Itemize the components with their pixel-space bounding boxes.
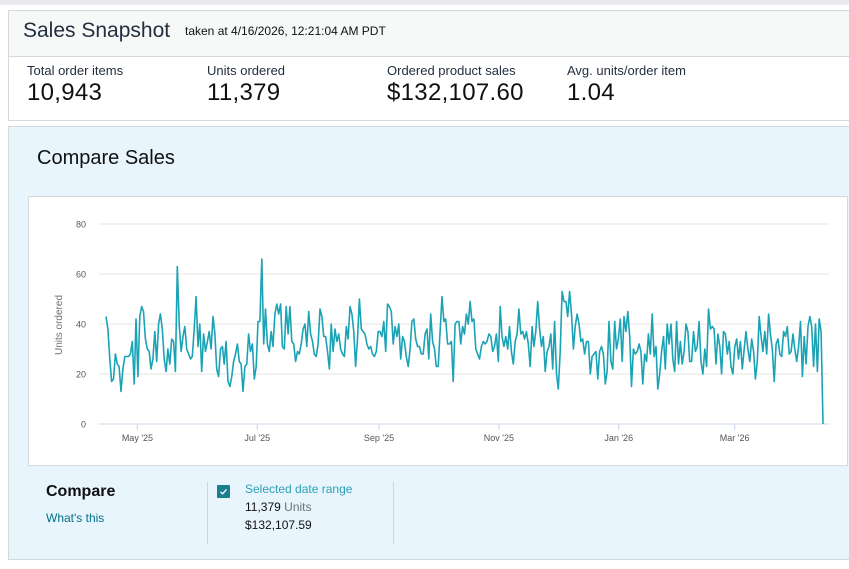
y-axis-label: Units ordered (54, 295, 65, 355)
units-word: Units (284, 500, 312, 514)
y-tick-label: 60 (76, 270, 86, 280)
metric-label: Total order items (27, 63, 124, 78)
compare-sales-panel: Compare Sales 0 20 40 60 80 May '25 Jul '25 Se… (8, 126, 849, 560)
metric-label: Ordered product sales (387, 63, 516, 78)
divider (207, 482, 208, 544)
x-tick-label: Nov '25 (484, 433, 514, 443)
divider (393, 482, 394, 544)
metric-avg-units-per-order-item: Avg. units/order item 1.04 (567, 63, 686, 107)
x-axis-ticks: May '25 Jul '25 Sep '25 Nov '25 Jan '26 Mar '… (122, 424, 750, 443)
checkmark-icon (220, 488, 227, 495)
x-tick-label: Jul '25 (244, 433, 270, 443)
metric-units-ordered: Units ordered 11,379 (207, 63, 285, 107)
selected-range-units: 11,379 Units (245, 500, 312, 514)
compare-sales-title: Compare Sales (37, 147, 175, 169)
y-tick-label: 80 (76, 220, 86, 230)
x-tick-label: Jan '26 (604, 433, 633, 443)
top-strip (0, 0, 849, 5)
x-tick-label: Mar '26 (720, 433, 750, 443)
chart-svg: 0 20 40 60 80 May '25 Jul '25 Sep '25 Nov '25 Ja… (54, 220, 829, 443)
snapshot-metrics: Total order items 10,943 Units ordered 1… (8, 57, 849, 121)
selected-date-range-checkbox[interactable] (217, 485, 230, 498)
units-ordered-chart[interactable]: 0 20 40 60 80 May '25 Jul '25 Sep '25 Nov '25 Ja… (28, 196, 848, 466)
selected-date-range-label[interactable]: Selected date range (245, 482, 353, 496)
snapshot-timestamp: taken at 4/16/2026, 12:21:04 AM PDT (185, 24, 386, 38)
selected-range-sales: $132,107.59 (245, 518, 312, 532)
metric-label: Avg. units/order item (567, 63, 686, 78)
metric-label: Units ordered (207, 63, 286, 78)
y-tick-label: 40 (76, 320, 86, 330)
compare-heading: Compare (46, 483, 116, 500)
metric-total-order-items: Total order items 10,943 (27, 63, 123, 107)
sales-snapshot-header: Sales Snapshot taken at 4/16/2026, 12:21… (8, 10, 849, 57)
y-tick-label: 0 (81, 420, 86, 430)
metric-value: 1.04 (567, 79, 615, 106)
metric-value: 10,943 (27, 79, 103, 106)
metric-ordered-product-sales: Ordered product sales $132,107.60 (387, 63, 524, 107)
metric-value: 11,379 (207, 79, 281, 106)
whats-this-link[interactable]: What's this (46, 511, 105, 525)
series-line-selected-date-range (105, 258, 824, 425)
metric-value: $132,107.60 (387, 79, 524, 106)
sales-snapshot-title: Sales Snapshot (23, 19, 171, 42)
y-tick-label: 20 (76, 370, 86, 380)
x-tick-label: Sep '25 (364, 433, 394, 443)
x-tick-label: May '25 (122, 433, 153, 443)
chart-gridlines (99, 223, 829, 425)
units-value: 11,379 (245, 500, 281, 514)
y-axis-ticks: 0 20 40 60 80 (76, 220, 86, 430)
